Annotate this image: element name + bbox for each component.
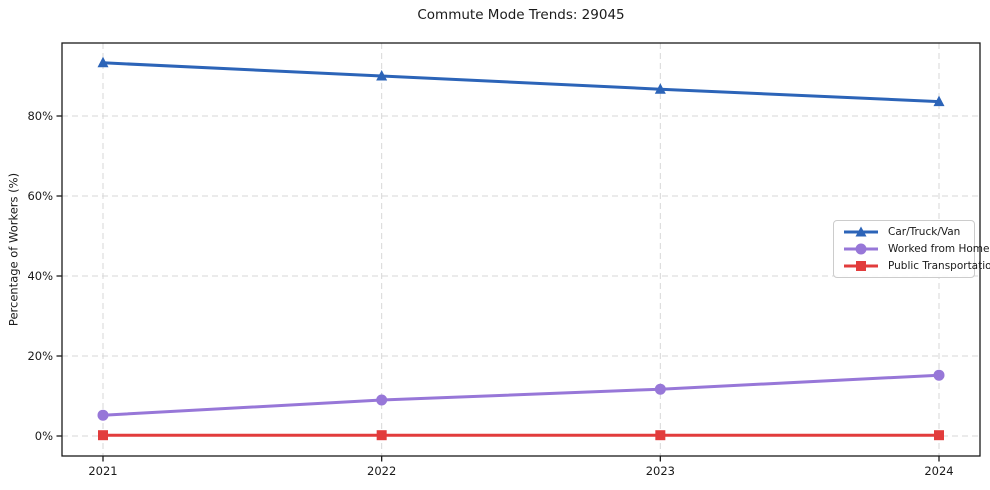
- x-tick-label: 2024: [924, 464, 953, 478]
- data-point-car-truck-van: [97, 56, 109, 68]
- data-point-worked-from-home: [933, 369, 945, 381]
- x-tick-label: 2023: [646, 464, 675, 478]
- plot-border: [61, 42, 981, 457]
- data-point-worked-from-home: [654, 383, 666, 395]
- line-circle-marker-icon: [844, 243, 878, 255]
- legend-label: Worked from Home: [888, 242, 990, 255]
- data-point-public-transportation: [934, 430, 944, 441]
- circle-marker-icon: [855, 243, 867, 255]
- y-tick-label: 60%: [27, 189, 53, 203]
- y-tick-label: 80%: [27, 109, 53, 123]
- data-point-public-transportation: [98, 430, 108, 441]
- y-tick-label: 40%: [27, 269, 53, 283]
- legend: Car/Truck/Van Worked from Home Public Tr…: [833, 220, 990, 278]
- y-tick-label: 0%: [35, 429, 53, 443]
- chart-title: Commute Mode Trends: 29045: [417, 7, 625, 23]
- triangle-marker-icon: [855, 226, 867, 237]
- data-point-worked-from-home: [97, 409, 109, 421]
- x-tick-label: 2022: [367, 464, 396, 478]
- data-point-car-truck-van: [933, 95, 945, 107]
- line-triangle-marker-icon: [844, 226, 878, 237]
- line-square-marker-icon: [844, 260, 878, 271]
- legend-item-worked-from-home: Worked from Home: [843, 241, 989, 257]
- legend-label: Public Transportation: [888, 259, 990, 272]
- data-point-worked-from-home: [376, 394, 388, 406]
- legend-item-car-truck-van: Car/Truck/Van: [843, 224, 968, 240]
- data-point-car-truck-van: [376, 70, 388, 81]
- legend-item-public-transportation: Public Transportation: [843, 258, 990, 274]
- y-tick-label: 20%: [27, 349, 53, 363]
- data-point-car-truck-van: [654, 83, 666, 94]
- square-marker-icon: [856, 260, 866, 271]
- series-line-worked-from-home: [102, 373, 940, 417]
- series-line-car-truck-van: [102, 61, 940, 104]
- data-point-public-transportation: [376, 430, 387, 441]
- x-tick-label: 2021: [88, 464, 117, 478]
- legend-label: Car/Truck/Van: [888, 226, 961, 239]
- data-point-public-transportation: [655, 430, 666, 441]
